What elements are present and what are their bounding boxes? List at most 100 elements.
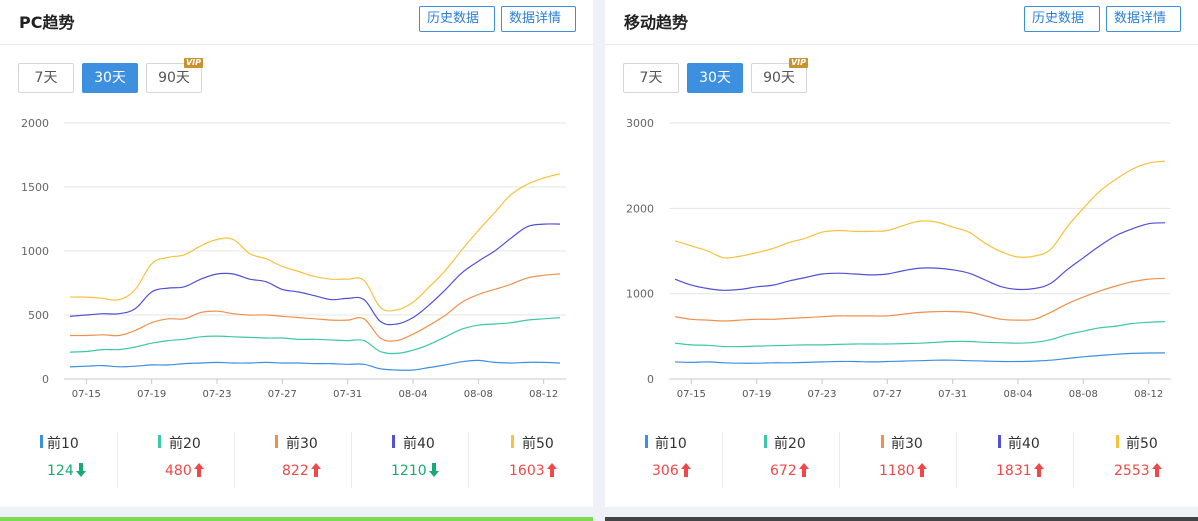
legend-value: 822: [282, 463, 321, 479]
arrow-up-icon: [1151, 463, 1162, 477]
legend-item-top10[interactable]: 前10 124: [0, 432, 117, 488]
x-tick-label: 08-12: [1134, 389, 1163, 400]
period-90d-button[interactable]: 90天 VIP: [751, 58, 808, 93]
series-line-前50: [69, 173, 561, 312]
mobile-trend-chart: 0 1000 2000 3000 07-15 07-19 07-23 07-27 07-31 08…: [626, 117, 1171, 400]
history-data-button[interactable]: 历史数据: [419, 6, 495, 32]
legend-item-top40[interactable]: 前40 1210: [351, 432, 469, 488]
period-30d-button[interactable]: 30天: [687, 63, 743, 93]
legend-label: 前50: [1126, 436, 1158, 452]
legend-item-top10[interactable]: 前10 306: [605, 432, 722, 488]
series-line-前50: [674, 160, 1166, 259]
y-tick-label: 2000: [626, 202, 654, 215]
legend-item-top30[interactable]: 前30 1180: [839, 432, 957, 488]
legend-value: 672: [770, 463, 809, 479]
legend-label: 前10: [47, 436, 79, 452]
period-90d-label: 90天: [763, 70, 795, 86]
x-tick-label: 08-12: [529, 389, 558, 400]
legend-label: 前10: [655, 436, 687, 452]
arrow-up-icon: [916, 463, 927, 477]
period-7d-button[interactable]: 7天: [18, 63, 74, 93]
y-tick-label: 500: [28, 309, 49, 322]
period-30d-button[interactable]: 30天: [82, 63, 138, 93]
y-tick-label: 1000: [626, 288, 654, 301]
legend-swatch-top40: [998, 435, 1001, 448]
legend-label: 前40: [403, 436, 435, 452]
series-line-前30: [69, 273, 561, 342]
period-90d-button[interactable]: 90天 VIP: [146, 58, 203, 93]
arrow-up-icon: [310, 463, 321, 477]
legend-value: 480: [165, 463, 204, 479]
x-tick-label: 08-08: [464, 389, 493, 400]
legend-value: 1603: [509, 463, 557, 479]
legend-label: 前30: [286, 436, 318, 452]
arrow-down-icon: [75, 463, 86, 477]
series-line-前20: [69, 317, 561, 355]
x-tick-label: 07-15: [72, 389, 101, 400]
legend-item-top40[interactable]: 前40 1831: [956, 432, 1074, 488]
history-data-button[interactable]: 历史数据: [1024, 6, 1100, 32]
legend-label: 前30: [891, 436, 923, 452]
legend-item-top50[interactable]: 前50 1603: [468, 432, 586, 488]
data-detail-button[interactable]: 数据详情: [501, 6, 576, 32]
legend-swatch-top20: [158, 435, 161, 448]
legend-row: 前10 306 前20 672 前30 1180 前40 1831 前50 25…: [605, 432, 1198, 488]
y-tick-label: 1000: [21, 245, 49, 258]
bottom-accent-line: [605, 517, 1198, 521]
legend-label: 前20: [169, 436, 201, 452]
x-tick-label: 07-27: [873, 389, 902, 400]
legend-value: 124: [47, 463, 86, 479]
panel-header: 移动趋势 历史数据 数据详情: [605, 0, 1198, 45]
legend-swatch-top20: [764, 435, 767, 448]
legend-value: 2553: [1114, 463, 1162, 479]
panel-header: PC趋势 历史数据 数据详情: [0, 0, 593, 45]
legend-swatch-top50: [511, 435, 514, 448]
x-tick-label: 08-08: [1069, 389, 1098, 400]
x-tick-label: 07-23: [202, 389, 231, 400]
data-detail-button[interactable]: 数据详情: [1106, 6, 1181, 32]
legend-swatch-top10: [40, 435, 43, 448]
series-line-前10: [69, 359, 561, 371]
legend-item-top30[interactable]: 前30 822: [234, 432, 352, 488]
legend-swatch-top50: [1116, 435, 1119, 448]
vip-badge: VIP: [788, 58, 808, 68]
legend-item-top20[interactable]: 前20 672: [722, 432, 840, 488]
legend-label: 前40: [1008, 436, 1040, 452]
series-line-前40: [69, 223, 561, 326]
x-tick-label: 07-19: [742, 389, 771, 400]
period-7d-button[interactable]: 7天: [623, 63, 679, 93]
panel-title: PC趋势: [19, 13, 75, 32]
y-tick-label: 0: [647, 373, 654, 386]
x-tick-label: 07-31: [938, 389, 967, 400]
bottom-accent-line: [0, 517, 593, 521]
arrow-down-icon: [428, 463, 439, 477]
y-tick-label: 1500: [21, 181, 49, 194]
legend-value: 1210: [391, 463, 439, 479]
arrow-up-icon: [798, 463, 809, 477]
legend-swatch-top40: [392, 435, 395, 448]
x-tick-label: 08-04: [1003, 389, 1032, 400]
legend-item-top50[interactable]: 前50 2553: [1073, 432, 1191, 488]
period-90d-label: 90天: [158, 70, 190, 86]
legend-swatch-top30: [881, 435, 884, 448]
legend-label: 前20: [774, 436, 806, 452]
arrow-up-icon: [193, 463, 204, 477]
arrow-up-icon: [680, 463, 691, 477]
legend-swatch-top30: [275, 435, 278, 448]
legend-label: 前50: [522, 436, 554, 452]
pc-trend-panel: PC趋势 历史数据 数据详情 7天 30天 90天 VIP 0 500 1000 15…: [0, 0, 593, 507]
mobile-trend-panel: 移动趋势 历史数据 数据详情 7天 30天 90天 VIP 0 1000 2000 3…: [605, 0, 1198, 507]
y-tick-label: 0: [42, 373, 49, 386]
legend-value: 306: [652, 463, 691, 479]
y-tick-label: 3000: [626, 117, 654, 130]
arrow-up-icon: [546, 463, 557, 477]
legend-value: 1180: [879, 463, 927, 479]
x-tick-label: 07-23: [807, 389, 836, 400]
x-tick-label: 07-15: [677, 389, 706, 400]
x-tick-label: 07-27: [268, 389, 297, 400]
x-tick-label: 07-31: [333, 389, 362, 400]
legend-item-top20[interactable]: 前20 480: [117, 432, 235, 488]
series-line-前40: [674, 222, 1166, 291]
series-line-前30: [674, 277, 1166, 322]
panel-title: 移动趋势: [624, 13, 689, 32]
